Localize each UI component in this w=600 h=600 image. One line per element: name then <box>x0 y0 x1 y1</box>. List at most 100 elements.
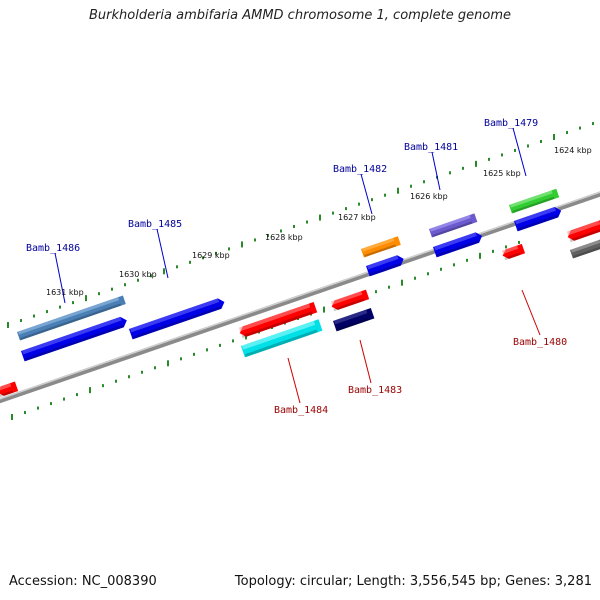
scale-tick <box>128 375 130 379</box>
gene-bamb-1481[interactable] <box>433 231 484 258</box>
scale-tick <box>388 285 390 289</box>
scale-tick <box>332 211 334 215</box>
scale-tick <box>59 305 61 309</box>
scale-tick <box>193 352 195 356</box>
scale-tick <box>505 245 507 249</box>
gene-bamb-1483-lower[interactable] <box>333 307 375 332</box>
scale-tick <box>150 274 152 278</box>
scale-tick <box>566 131 568 135</box>
gene-bamb-1481-upper[interactable] <box>429 213 478 238</box>
gene-bamb-1483[interactable] <box>330 289 370 312</box>
scale-tick <box>345 207 347 211</box>
scale-tick <box>37 406 39 410</box>
gene-bamb-1482[interactable] <box>366 254 406 277</box>
scale-label-1627: 1627 kbp <box>338 213 376 222</box>
scale-tick <box>215 251 217 255</box>
scale-tick <box>167 360 169 367</box>
scale-tick <box>527 144 529 148</box>
gene-label-bamb-1480[interactable]: Bamb_1480 <box>513 337 567 348</box>
scale-tick <box>479 252 481 259</box>
scale-tick <box>115 379 117 383</box>
scale-tick <box>33 314 35 318</box>
scale-tick <box>514 148 516 152</box>
scale-tick <box>189 260 191 264</box>
scale-tick <box>219 343 221 347</box>
scale-tick <box>154 366 156 370</box>
scale-label-1631: 1631 kbp <box>46 288 84 297</box>
scale-tick <box>540 139 542 143</box>
scale-tick <box>579 126 581 130</box>
gene-label-bamb-1481[interactable]: Bamb_1481 <box>404 142 458 153</box>
scale-label-1624: 1624 kbp <box>554 146 592 155</box>
scale-tick <box>375 290 377 294</box>
chromosome-backbone <box>0 178 600 418</box>
scale-labels: 1624 kbp 1625 kbp 1626 kbp 1627 kbp 1628… <box>46 146 592 297</box>
scale-tick <box>501 153 503 157</box>
scale-tick <box>163 268 165 275</box>
gene-features <box>0 188 600 398</box>
scale-tick <box>462 166 464 170</box>
gene-label-bamb-1485[interactable]: Bamb_1485 <box>128 219 182 230</box>
scale-tick <box>111 287 113 291</box>
gene-label-bamb-1486[interactable]: Bamb_1486 <box>26 243 80 254</box>
scale-tick <box>358 202 360 206</box>
gene-bamb-1484[interactable] <box>238 301 318 339</box>
gene-bamb-1485[interactable] <box>129 297 226 340</box>
scale-tick <box>98 292 100 296</box>
scale-tick <box>46 310 48 314</box>
gene-bamb-1484-lower[interactable] <box>241 319 323 358</box>
scale-tick <box>254 238 256 242</box>
scale-tick <box>423 180 425 184</box>
scale-tick <box>280 229 282 233</box>
scale-tick <box>202 256 204 260</box>
scale-tick <box>293 225 295 229</box>
gene-bamb-1486-upper[interactable] <box>17 295 126 341</box>
gene-right-edge-grey[interactable] <box>570 238 600 259</box>
gene-bamb-1479[interactable] <box>514 205 563 232</box>
scale-tick <box>466 258 468 262</box>
scale-tick <box>323 306 325 313</box>
scale-tick <box>518 240 520 244</box>
scale-tick <box>401 279 403 286</box>
gene-bamb-1482-upper[interactable] <box>361 236 401 258</box>
gene-left-edge-red[interactable] <box>0 381 19 398</box>
scale-label-1625: 1625 kbp <box>483 169 521 178</box>
scale-tick <box>410 184 412 188</box>
gene-right-edge-red[interactable] <box>566 218 600 243</box>
scale-tick <box>475 160 477 167</box>
scale-tick <box>102 384 104 388</box>
scale-tick <box>72 301 74 305</box>
scale-tick <box>492 249 494 253</box>
scale-tick <box>267 233 269 237</box>
gene-bamb-1479-upper[interactable] <box>509 188 560 214</box>
scale-tracks <box>7 122 594 420</box>
scale-tick <box>50 402 52 406</box>
gene-label-bamb-1482[interactable]: Bamb_1482 <box>333 164 387 175</box>
gene-labels: Bamb_1486 Bamb_1485 Bamb_1482 Bamb_1481 … <box>26 118 567 416</box>
scale-tick <box>24 411 26 415</box>
scale-tick <box>306 220 308 224</box>
scale-tick <box>384 193 386 197</box>
gene-label-bamb-1479[interactable]: Bamb_1479 <box>484 118 538 129</box>
scale-label-1630: 1630 kbp <box>119 270 157 279</box>
page-title: Burkholderia ambifaria AMMD chromosome 1… <box>88 8 512 23</box>
accession-text: Accession: NC_008390 <box>9 574 157 589</box>
scale-tick <box>319 214 321 221</box>
scale-tick <box>76 393 78 397</box>
scale-tick <box>20 319 22 323</box>
label-leaders <box>54 127 541 404</box>
gene-label-bamb-1483[interactable]: Bamb_1483 <box>348 385 402 396</box>
scale-tick <box>141 370 143 374</box>
scale-tick <box>228 247 230 251</box>
genome-stats-text: Topology: circular; Length: 3,556,545 bp… <box>234 574 592 589</box>
scale-tick <box>137 278 139 282</box>
scale-tick <box>397 187 399 194</box>
scale-tick <box>414 276 416 280</box>
scale-tick <box>371 198 373 202</box>
scale-tick <box>180 357 182 361</box>
gene-bamb-1480[interactable] <box>501 243 526 261</box>
scale-tick <box>553 133 555 140</box>
gene-label-bamb-1484[interactable]: Bamb_1484 <box>274 405 328 416</box>
gene-bamb-1486[interactable] <box>21 315 129 362</box>
